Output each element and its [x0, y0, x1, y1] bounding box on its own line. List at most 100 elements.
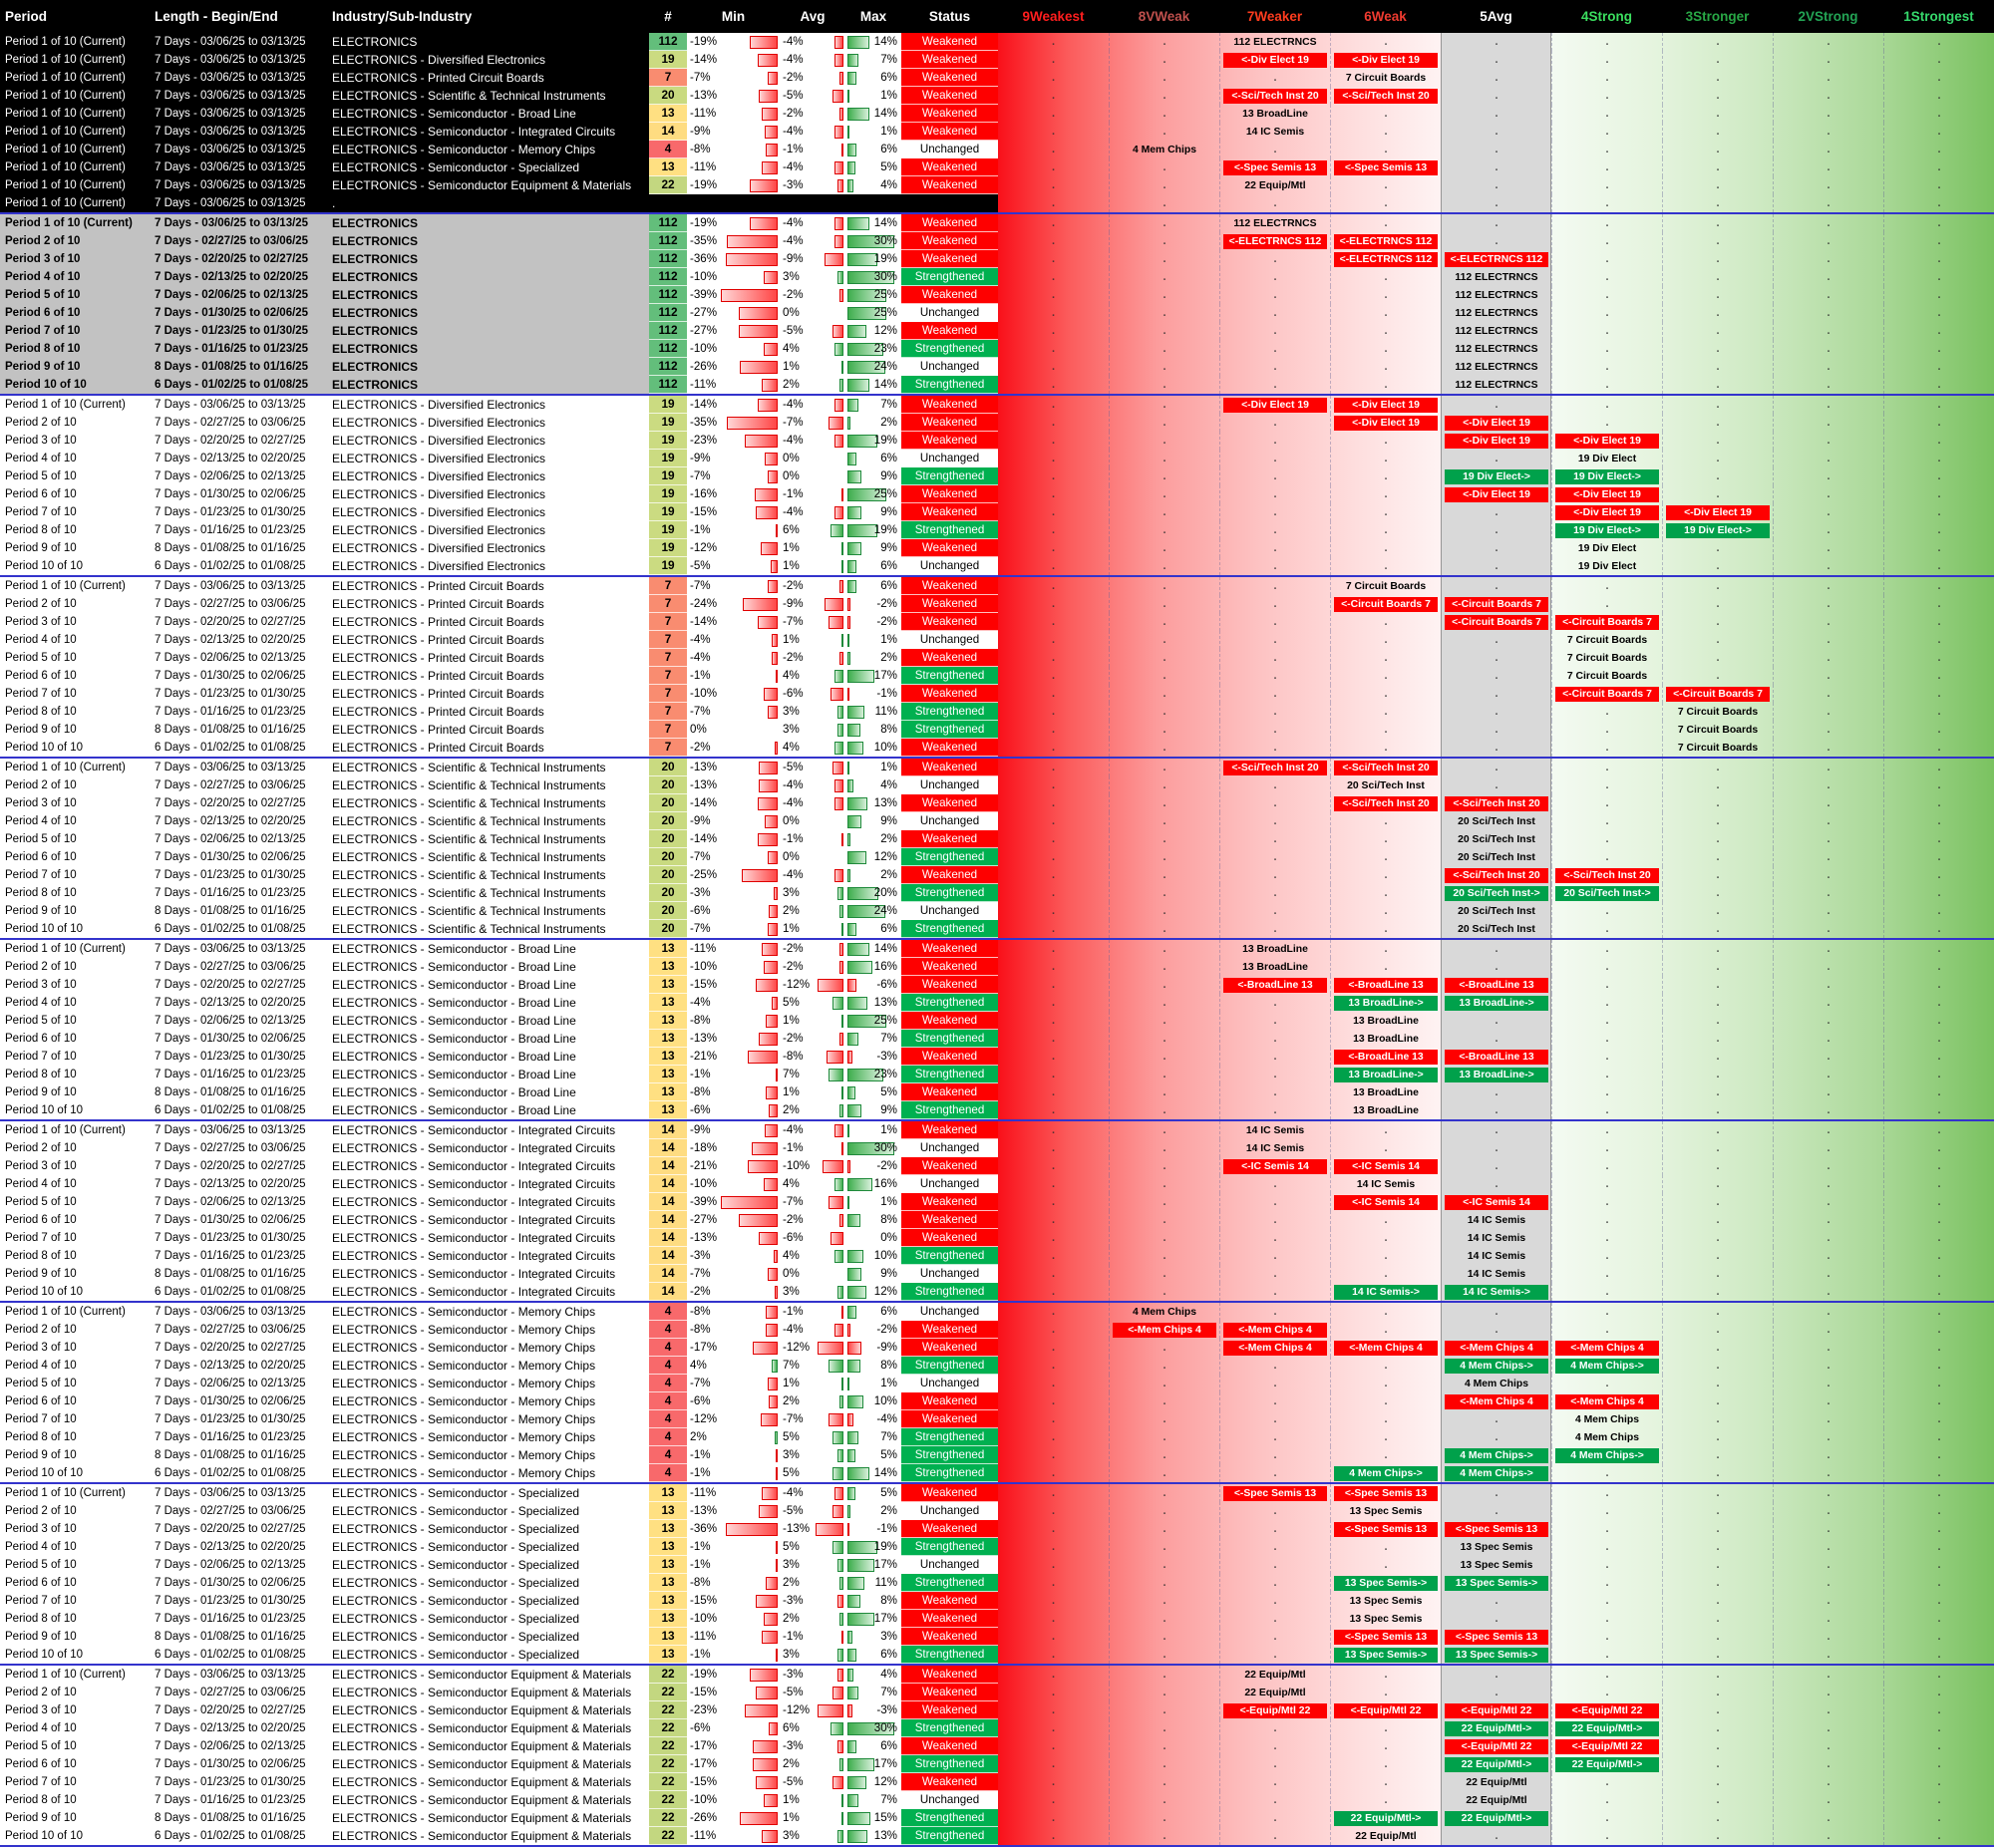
rank-cell-8vweak[interactable]: . — [1109, 1610, 1219, 1628]
cell-length[interactable]: 7 Days - 01/16/25 to 01/23/25 — [150, 1610, 327, 1628]
rank-cell-9weakest[interactable]: . — [998, 176, 1109, 194]
rank-cell-5avg[interactable]: 14 IC Semis-> — [1441, 1283, 1551, 1301]
rank-cell-8vweak[interactable]: . — [1109, 739, 1219, 757]
cell-status[interactable]: Weakened — [901, 158, 998, 176]
cell-status[interactable]: Strengthened — [901, 1283, 998, 1301]
rank-cell-4strong[interactable]: . — [1551, 1175, 1662, 1193]
cell-max[interactable]: 10% — [845, 1247, 901, 1265]
cell-count[interactable]: 4 — [649, 1375, 687, 1392]
rank-cell-2vstrong[interactable]: . — [1773, 1428, 1883, 1446]
cell-avg[interactable]: 3% — [780, 884, 845, 902]
cell-max[interactable]: 2% — [845, 830, 901, 848]
rank-mark[interactable]: 13 Spec Semis — [1460, 1559, 1533, 1571]
rank-cell-5avg[interactable]: . — [1441, 721, 1551, 739]
cell-status[interactable]: Weakened — [901, 396, 998, 414]
cell-count[interactable]: 20 — [649, 776, 687, 794]
rank-cell-4strong[interactable]: . — [1551, 848, 1662, 866]
cell-max[interactable]: -4% — [845, 1410, 901, 1428]
cell-period[interactable]: Period 7 of 10 — [0, 1592, 150, 1610]
cell-count[interactable]: 19 — [649, 467, 687, 485]
cell-status[interactable]: Unchanged — [901, 631, 998, 649]
rank-mark[interactable]: 7 Circuit Boards — [1677, 742, 1759, 754]
rank-cell-3stronger[interactable]: . — [1662, 51, 1773, 69]
rank-cell-8vweak[interactable]: . — [1109, 304, 1219, 322]
rank-cell-4strong[interactable]: . — [1551, 1121, 1662, 1139]
rank-cell-4strong[interactable]: . — [1551, 1083, 1662, 1101]
rank-cell-5avg[interactable]: . — [1441, 123, 1551, 141]
cell-period[interactable]: Period 6 of 10 — [0, 1392, 150, 1410]
cell-avg[interactable]: -4% — [780, 123, 845, 141]
rank-cell-2vstrong[interactable]: . — [1773, 830, 1883, 848]
cell-status[interactable]: Weakened — [901, 286, 998, 304]
rank-cell-8vweak[interactable]: . — [1109, 577, 1219, 595]
cell-period[interactable]: Period 5 of 10 — [0, 1556, 150, 1574]
cell-avg[interactable]: 4% — [780, 667, 845, 685]
cell-period[interactable]: Period 9 of 10 — [0, 1446, 150, 1464]
cell-status[interactable]: Unchanged — [901, 304, 998, 322]
rank-cell-8vweak[interactable]: . — [1109, 105, 1219, 123]
rank-cell-9weakest[interactable]: . — [998, 1303, 1109, 1321]
rank-cell-7weaker[interactable]: . — [1219, 268, 1330, 286]
cell-count[interactable]: 19 — [649, 539, 687, 557]
rank-cell-2vstrong[interactable]: . — [1773, 994, 1883, 1012]
cell-industry[interactable]: ELECTRONICS - Diversified Electronics — [327, 539, 649, 557]
cell-count[interactable]: 20 — [649, 866, 687, 884]
rank-cell-6weak[interactable]: . — [1330, 1265, 1441, 1283]
rank-cell-5avg[interactable]: . — [1441, 577, 1551, 595]
cell-avg[interactable]: -4% — [780, 1484, 845, 1502]
cell-status[interactable]: Strengthened — [901, 994, 998, 1012]
rank-mark[interactable]: 112 ELECTRNCS — [1455, 361, 1538, 373]
cell-length[interactable]: 7 Days - 02/20/25 to 02/27/25 — [150, 1339, 327, 1357]
rank-cell-5avg[interactable]: 13 Spec Semis-> — [1441, 1646, 1551, 1664]
rank-cell-6weak[interactable]: . — [1330, 631, 1441, 649]
rank-cell-9weakest[interactable]: . — [998, 1538, 1109, 1556]
cell-avg[interactable]: 5% — [780, 994, 845, 1012]
cell-industry[interactable]: ELECTRONICS - Semiconductor - Memory Chi… — [327, 1428, 649, 1446]
cell-min[interactable]: 4% — [687, 1357, 780, 1375]
cell-period[interactable]: Period 1 of 10 (Current) — [5, 126, 126, 138]
rank-cell-3stronger[interactable]: . — [1662, 776, 1773, 794]
cell-period[interactable]: Period 10 of 10 — [0, 1827, 150, 1845]
rank-cell-7weaker[interactable]: . — [1219, 1556, 1330, 1574]
rank-cell-5avg[interactable]: 22 Equip/Mtl-> — [1441, 1755, 1551, 1773]
cell-max[interactable]: 10% — [845, 1392, 901, 1410]
rank-cell-8vweak[interactable]: . — [1109, 631, 1219, 649]
rank-cell-2vstrong[interactable]: . — [1773, 1283, 1883, 1301]
cell-industry[interactable]: ELECTRONICS - Semiconductor - Specialize… — [327, 1574, 649, 1592]
cell-avg[interactable]: 4% — [780, 1247, 845, 1265]
cell-max[interactable]: 24% — [845, 902, 901, 920]
cell-period[interactable]: Period 8 of 10 — [0, 521, 150, 539]
cell-max[interactable]: 14% — [845, 105, 901, 123]
cell-period[interactable]: Period 4 of 10 — [0, 1538, 150, 1556]
rank-cell-1strongest[interactable]: . — [1883, 848, 1994, 866]
cell-avg[interactable]: 5% — [780, 1538, 845, 1556]
cell-avg[interactable]: 3% — [780, 721, 845, 739]
cell-avg[interactable]: 2% — [780, 1392, 845, 1410]
cell-status[interactable]: Weakened — [901, 595, 998, 613]
cell-industry[interactable]: ELECTRONICS - Scientific & Technical Ins… — [327, 848, 649, 866]
cell-avg[interactable]: -4% — [780, 776, 845, 794]
rank-cell-4strong[interactable]: . — [1551, 902, 1662, 920]
cell-min[interactable]: -15% — [687, 1592, 780, 1610]
rank-cell-3stronger[interactable]: . — [1662, 794, 1773, 812]
rank-cell-4strong[interactable]: . — [1551, 1610, 1662, 1628]
rank-cell-3stronger[interactable]: 19 Div Elect-> — [1662, 521, 1773, 539]
cell-min[interactable]: -6% — [687, 1392, 780, 1410]
cell-count[interactable]: 7 — [649, 739, 687, 757]
cell-avg[interactable]: 2% — [780, 1574, 845, 1592]
cell-industry[interactable]: ELECTRONICS - Scientific & Technical Ins… — [327, 776, 649, 794]
rank-cell-7weaker[interactable]: <-Div Elect 19 — [1219, 51, 1330, 69]
rank-cell-3stronger[interactable]: . — [1662, 1303, 1773, 1321]
rank-cell-2vstrong[interactable]: . — [1773, 1101, 1883, 1119]
cell-min[interactable]: -1% — [687, 1446, 780, 1464]
cell-period[interactable]: Period 7 of 10 — [0, 685, 150, 703]
rank-cell-8vweak[interactable]: . — [1109, 33, 1219, 51]
rank-cell-6weak[interactable]: 14 IC Semis-> — [1330, 1283, 1441, 1301]
rank-cell-9weakest[interactable]: . — [998, 920, 1109, 938]
rank-cell-2vstrong[interactable]: . — [1773, 595, 1883, 613]
rank-cell-3stronger[interactable]: . — [1662, 176, 1773, 194]
rank-cell-4strong[interactable]: . — [1551, 1520, 1662, 1538]
cell-avg[interactable]: -1% — [780, 830, 845, 848]
rank-cell-6weak[interactable]: 7 Circuit Boards — [1330, 69, 1441, 87]
rank-cell-4strong[interactable]: 19 Div Elect — [1551, 450, 1662, 467]
